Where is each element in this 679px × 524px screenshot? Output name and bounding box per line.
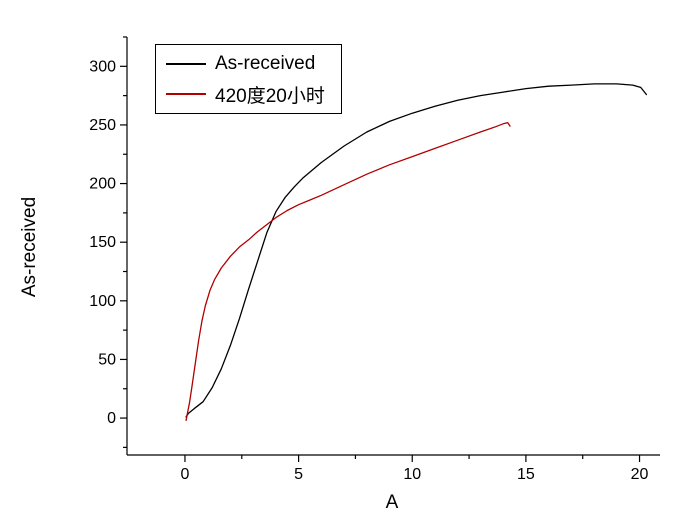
x-tick-label: 10: [403, 466, 421, 483]
x-tick-label: 5: [294, 466, 303, 483]
legend-item-420-20h: 420度20小时: [166, 80, 325, 108]
legend-line-sample-red: [166, 93, 206, 95]
y-tick-label: 0: [107, 410, 116, 427]
legend-label-as-received: As-received: [215, 53, 316, 74]
y-tick-label: 150: [89, 234, 116, 251]
chart-legend: As-received 420度20小时: [155, 44, 342, 114]
x-tick-label: 15: [517, 466, 535, 483]
y-tick-label: 100: [89, 293, 116, 310]
x-tick-label: 20: [631, 466, 649, 483]
y-tick-label: 250: [89, 117, 116, 134]
y-axis-title: As-received: [19, 196, 40, 298]
y-tick-label: 300: [89, 58, 116, 75]
series-line-0: [185, 83, 648, 418]
x-tick-label: 0: [181, 466, 190, 483]
y-tick-label: 200: [89, 176, 116, 193]
legend-item-as-received: As-received: [166, 50, 325, 78]
axes: [120, 36, 660, 462]
y-tick-label: 50: [98, 351, 116, 368]
series-line-1: [185, 121, 511, 422]
legend-label-420-20h: 420度20小时: [215, 85, 325, 107]
x-axis-title: A: [385, 492, 399, 513]
legend-line-sample-black: [166, 63, 206, 65]
